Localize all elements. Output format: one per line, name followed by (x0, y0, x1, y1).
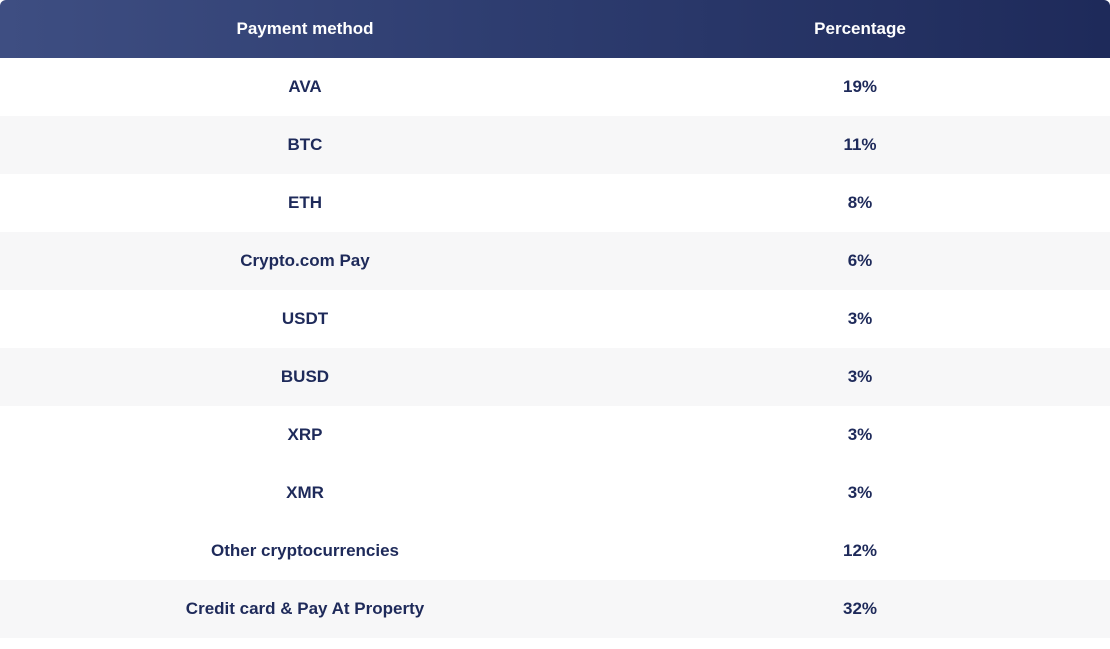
header-payment-method: Payment method (236, 19, 374, 38)
table-row: USDT 3% (0, 290, 1110, 348)
percentage-cell: 12% (842, 541, 878, 560)
percentage-cell: 3% (847, 425, 873, 444)
table-row: Crypto.com Pay 6% (0, 232, 1110, 290)
header-percentage: Percentage (814, 19, 906, 38)
payment-method-cell: AVA (288, 77, 322, 96)
payment-method-cell: XRP (287, 425, 323, 444)
table-header-row: Payment method Percentage (0, 0, 1110, 58)
percentage-cell: 32% (842, 599, 878, 618)
table-row: XMR 3% (0, 464, 1110, 522)
payment-method-cell: BTC (287, 135, 323, 154)
table-body: AVA 19% BTC 11% ETH 8% Crypto.com Pay 6%… (0, 58, 1110, 638)
payment-method-cell: BUSD (280, 367, 330, 386)
payment-method-cell: XMR (286, 483, 324, 502)
table-header: Payment method Percentage (0, 0, 1110, 58)
percentage-cell: 3% (847, 367, 873, 386)
table-row: BUSD 3% (0, 348, 1110, 406)
payment-method-cell: Crypto.com Pay (240, 251, 370, 270)
percentage-cell: 19% (842, 77, 878, 96)
payment-method-cell: USDT (281, 309, 329, 328)
percentage-cell: 11% (843, 135, 877, 154)
percentage-cell: 6% (847, 251, 873, 270)
table-row: BTC 11% (0, 116, 1110, 174)
table-row: ETH 8% (0, 174, 1110, 232)
payment-method-cell: Credit card & Pay At Property (185, 599, 425, 618)
payment-method-cell: Other cryptocurrencies (210, 541, 399, 560)
percentage-cell: 8% (847, 193, 873, 212)
percentage-cell: 3% (847, 483, 873, 502)
percentage-cell: 3% (847, 309, 873, 328)
table-row: XRP 3% (0, 406, 1110, 464)
payment-method-cell: ETH (288, 193, 322, 212)
table-row: Other cryptocurrencies 12% (0, 522, 1110, 580)
table-row: Credit card & Pay At Property 32% (0, 580, 1110, 638)
table-row: AVA 19% (0, 58, 1110, 116)
